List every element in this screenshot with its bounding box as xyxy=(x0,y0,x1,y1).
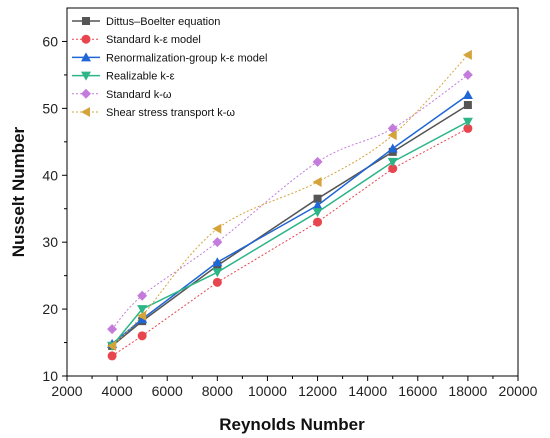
data-point xyxy=(137,305,148,315)
data-point xyxy=(313,194,322,203)
series-1 xyxy=(108,101,472,350)
legend-label: Standard k-ω xyxy=(106,89,172,101)
legend-marker xyxy=(81,88,91,99)
data-point xyxy=(312,176,322,187)
y-tick-label: 20 xyxy=(42,301,58,317)
legend-marker xyxy=(81,34,91,44)
legend-marker xyxy=(81,71,91,81)
series-line xyxy=(111,104,469,347)
data-point xyxy=(107,340,117,351)
x-axis-ticks: 2000 4000 6000 8000 10000 12000 14000 16000 1800… xyxy=(51,376,538,399)
y-tick-label: 30 xyxy=(42,234,58,250)
legend-marker xyxy=(82,17,90,25)
data-point xyxy=(107,324,118,335)
data-point xyxy=(462,89,473,99)
data-point xyxy=(107,351,117,361)
series-5 xyxy=(107,69,473,335)
y-tick-label: 10 xyxy=(42,368,58,384)
y-axis-title: Nusselt Number xyxy=(9,126,28,257)
legend-label: Renormalization-group k-ε model xyxy=(106,52,267,64)
y-tick-label: 60 xyxy=(42,33,58,49)
data-point xyxy=(463,101,472,110)
x-tick-label: 14000 xyxy=(348,383,387,399)
data-point xyxy=(313,217,323,227)
data-point xyxy=(212,237,223,248)
series-layer xyxy=(107,49,473,361)
data-point xyxy=(387,157,398,167)
x-tick-label: 10000 xyxy=(248,383,287,399)
data-point xyxy=(312,156,323,167)
series-line xyxy=(111,94,469,345)
data-point xyxy=(387,143,398,153)
x-tick-label: 4000 xyxy=(102,383,133,399)
x-tick-label: 6000 xyxy=(152,383,183,399)
data-point xyxy=(462,69,473,80)
series-3 xyxy=(107,89,473,348)
data-point xyxy=(137,314,148,324)
data-point xyxy=(463,123,473,133)
data-point xyxy=(212,268,223,278)
legend-label: Shear stress transport k-ω xyxy=(106,107,235,119)
legend-label: Dittus–Boelter equation xyxy=(106,16,220,28)
data-point xyxy=(388,164,398,174)
legend-marker xyxy=(81,107,90,117)
x-tick-label: 20000 xyxy=(499,383,538,399)
legend-entry: Shear stress transport k-ω xyxy=(72,107,235,119)
series-4 xyxy=(107,117,473,351)
legend-entry: Renormalization-group k-ε model xyxy=(72,52,267,64)
y-tick-label: 40 xyxy=(42,167,58,183)
legend-label: Standard k-ε model xyxy=(106,34,201,46)
series-6 xyxy=(107,49,472,351)
data-point xyxy=(212,223,222,234)
series-line xyxy=(111,121,469,347)
legend-entry: Standard k-ε model xyxy=(72,34,201,46)
legend-entry: Dittus–Boelter equation xyxy=(72,16,220,28)
x-tick-label: 18000 xyxy=(448,383,487,399)
series-line xyxy=(111,54,469,347)
data-point xyxy=(312,200,323,210)
data-point xyxy=(312,208,323,218)
legend-entry: Standard k-ω xyxy=(72,88,172,101)
data-point xyxy=(212,277,222,287)
legend-label: Realizable k-ε xyxy=(106,71,175,83)
legend-marker xyxy=(81,52,91,62)
data-point xyxy=(212,257,223,267)
x-tick-label: 2000 xyxy=(51,383,82,399)
legend: Dittus–Boelter equation Standard k-ε mode… xyxy=(72,16,267,119)
series-2 xyxy=(107,123,473,361)
data-point xyxy=(462,49,472,60)
x-tick-label: 12000 xyxy=(298,383,337,399)
series-line xyxy=(111,127,469,357)
data-point xyxy=(137,310,147,321)
data-point xyxy=(462,117,473,127)
x-axis-title: Reynolds Number xyxy=(219,415,365,434)
data-point xyxy=(137,290,148,301)
x-tick-label: 8000 xyxy=(202,383,233,399)
data-point xyxy=(137,331,147,341)
y-axis-ticks: 10 20 30 40 50 60 xyxy=(42,33,67,384)
data-point xyxy=(387,130,397,141)
data-point xyxy=(387,123,398,134)
y-tick-label: 50 xyxy=(42,100,58,116)
legend-entry: Realizable k-ε xyxy=(72,71,175,83)
x-tick-label: 16000 xyxy=(398,383,437,399)
